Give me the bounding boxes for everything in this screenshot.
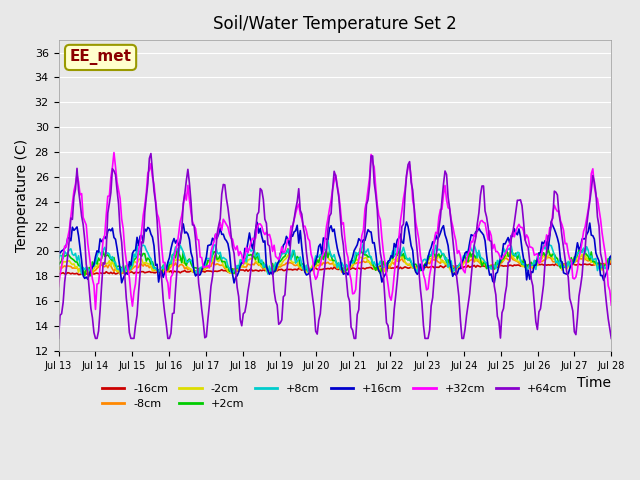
-16cm xyxy=(298,267,306,273)
+16cm xyxy=(239,261,247,266)
+2cm xyxy=(124,268,132,274)
+64cm xyxy=(578,273,586,278)
+2cm xyxy=(356,246,364,252)
+32cm xyxy=(300,223,307,229)
+64cm xyxy=(54,336,62,341)
Line: +2cm: +2cm xyxy=(58,249,611,276)
Legend: -16cm, -8cm, -2cm, +2cm, +8cm, +16cm, +32cm, +64cm: -16cm, -8cm, -2cm, +2cm, +8cm, +16cm, +3… xyxy=(98,379,572,414)
-8cm xyxy=(249,261,257,267)
+8cm xyxy=(580,245,588,251)
+2cm xyxy=(87,273,95,279)
-2cm xyxy=(124,269,132,275)
-16cm xyxy=(607,262,615,267)
+16cm xyxy=(249,246,257,252)
+64cm xyxy=(607,336,615,341)
+2cm xyxy=(249,253,257,259)
-16cm xyxy=(124,270,132,276)
Line: -2cm: -2cm xyxy=(58,253,611,276)
+8cm xyxy=(195,273,202,278)
-8cm xyxy=(116,272,124,277)
+64cm xyxy=(239,311,247,316)
-16cm xyxy=(595,260,603,266)
-2cm xyxy=(298,266,306,272)
+2cm xyxy=(607,254,615,260)
+64cm xyxy=(221,182,228,188)
-2cm xyxy=(221,264,228,270)
-8cm xyxy=(124,268,132,274)
-2cm xyxy=(607,257,615,263)
+2cm xyxy=(221,259,228,264)
Line: -8cm: -8cm xyxy=(58,256,611,275)
+16cm xyxy=(230,280,238,286)
-8cm xyxy=(580,254,588,260)
+32cm xyxy=(607,302,615,308)
+8cm xyxy=(221,256,228,262)
+8cm xyxy=(239,256,247,262)
-8cm xyxy=(221,265,228,271)
Line: -16cm: -16cm xyxy=(58,263,611,275)
+16cm xyxy=(298,245,306,251)
+16cm xyxy=(220,231,227,237)
-16cm xyxy=(578,262,586,268)
-8cm xyxy=(508,253,515,259)
Line: +8cm: +8cm xyxy=(58,240,611,276)
+32cm xyxy=(250,237,258,242)
-2cm xyxy=(580,258,588,264)
+16cm xyxy=(122,270,130,276)
+2cm xyxy=(54,262,62,267)
Y-axis label: Temperature (C): Temperature (C) xyxy=(15,139,29,252)
+2cm xyxy=(239,258,247,264)
Line: +16cm: +16cm xyxy=(58,222,611,283)
-16cm xyxy=(221,268,228,274)
+2cm xyxy=(580,246,588,252)
+64cm xyxy=(249,252,257,258)
+8cm xyxy=(54,256,62,262)
-8cm xyxy=(607,259,615,264)
+16cm xyxy=(54,248,62,253)
+16cm xyxy=(403,219,410,225)
+8cm xyxy=(122,266,130,272)
+8cm xyxy=(324,238,332,243)
-8cm xyxy=(239,264,247,270)
+64cm xyxy=(298,211,306,217)
+8cm xyxy=(607,255,615,261)
+8cm xyxy=(298,263,306,268)
+64cm xyxy=(147,151,155,156)
-16cm xyxy=(75,272,83,277)
+32cm xyxy=(125,275,133,280)
-8cm xyxy=(298,265,306,271)
-16cm xyxy=(54,271,62,276)
+32cm xyxy=(110,150,118,156)
-16cm xyxy=(239,267,247,273)
+32cm xyxy=(54,284,62,289)
+32cm xyxy=(580,228,588,234)
X-axis label: Time: Time xyxy=(577,376,611,390)
-8cm xyxy=(54,266,62,272)
-2cm xyxy=(504,250,512,256)
+8cm xyxy=(249,247,257,253)
+16cm xyxy=(580,236,588,241)
Title: Soil/Water Temperature Set 2: Soil/Water Temperature Set 2 xyxy=(213,15,457,33)
Line: +64cm: +64cm xyxy=(58,154,611,338)
Text: EE_met: EE_met xyxy=(70,49,132,65)
-16cm xyxy=(249,268,257,274)
+2cm xyxy=(298,262,306,267)
-2cm xyxy=(239,262,247,268)
-2cm xyxy=(86,273,93,279)
Line: +32cm: +32cm xyxy=(58,153,611,310)
-2cm xyxy=(54,264,62,270)
-2cm xyxy=(249,256,257,262)
+16cm xyxy=(607,252,615,258)
+32cm xyxy=(241,254,249,260)
+32cm xyxy=(92,307,99,312)
+64cm xyxy=(122,295,130,301)
+32cm xyxy=(223,222,230,228)
